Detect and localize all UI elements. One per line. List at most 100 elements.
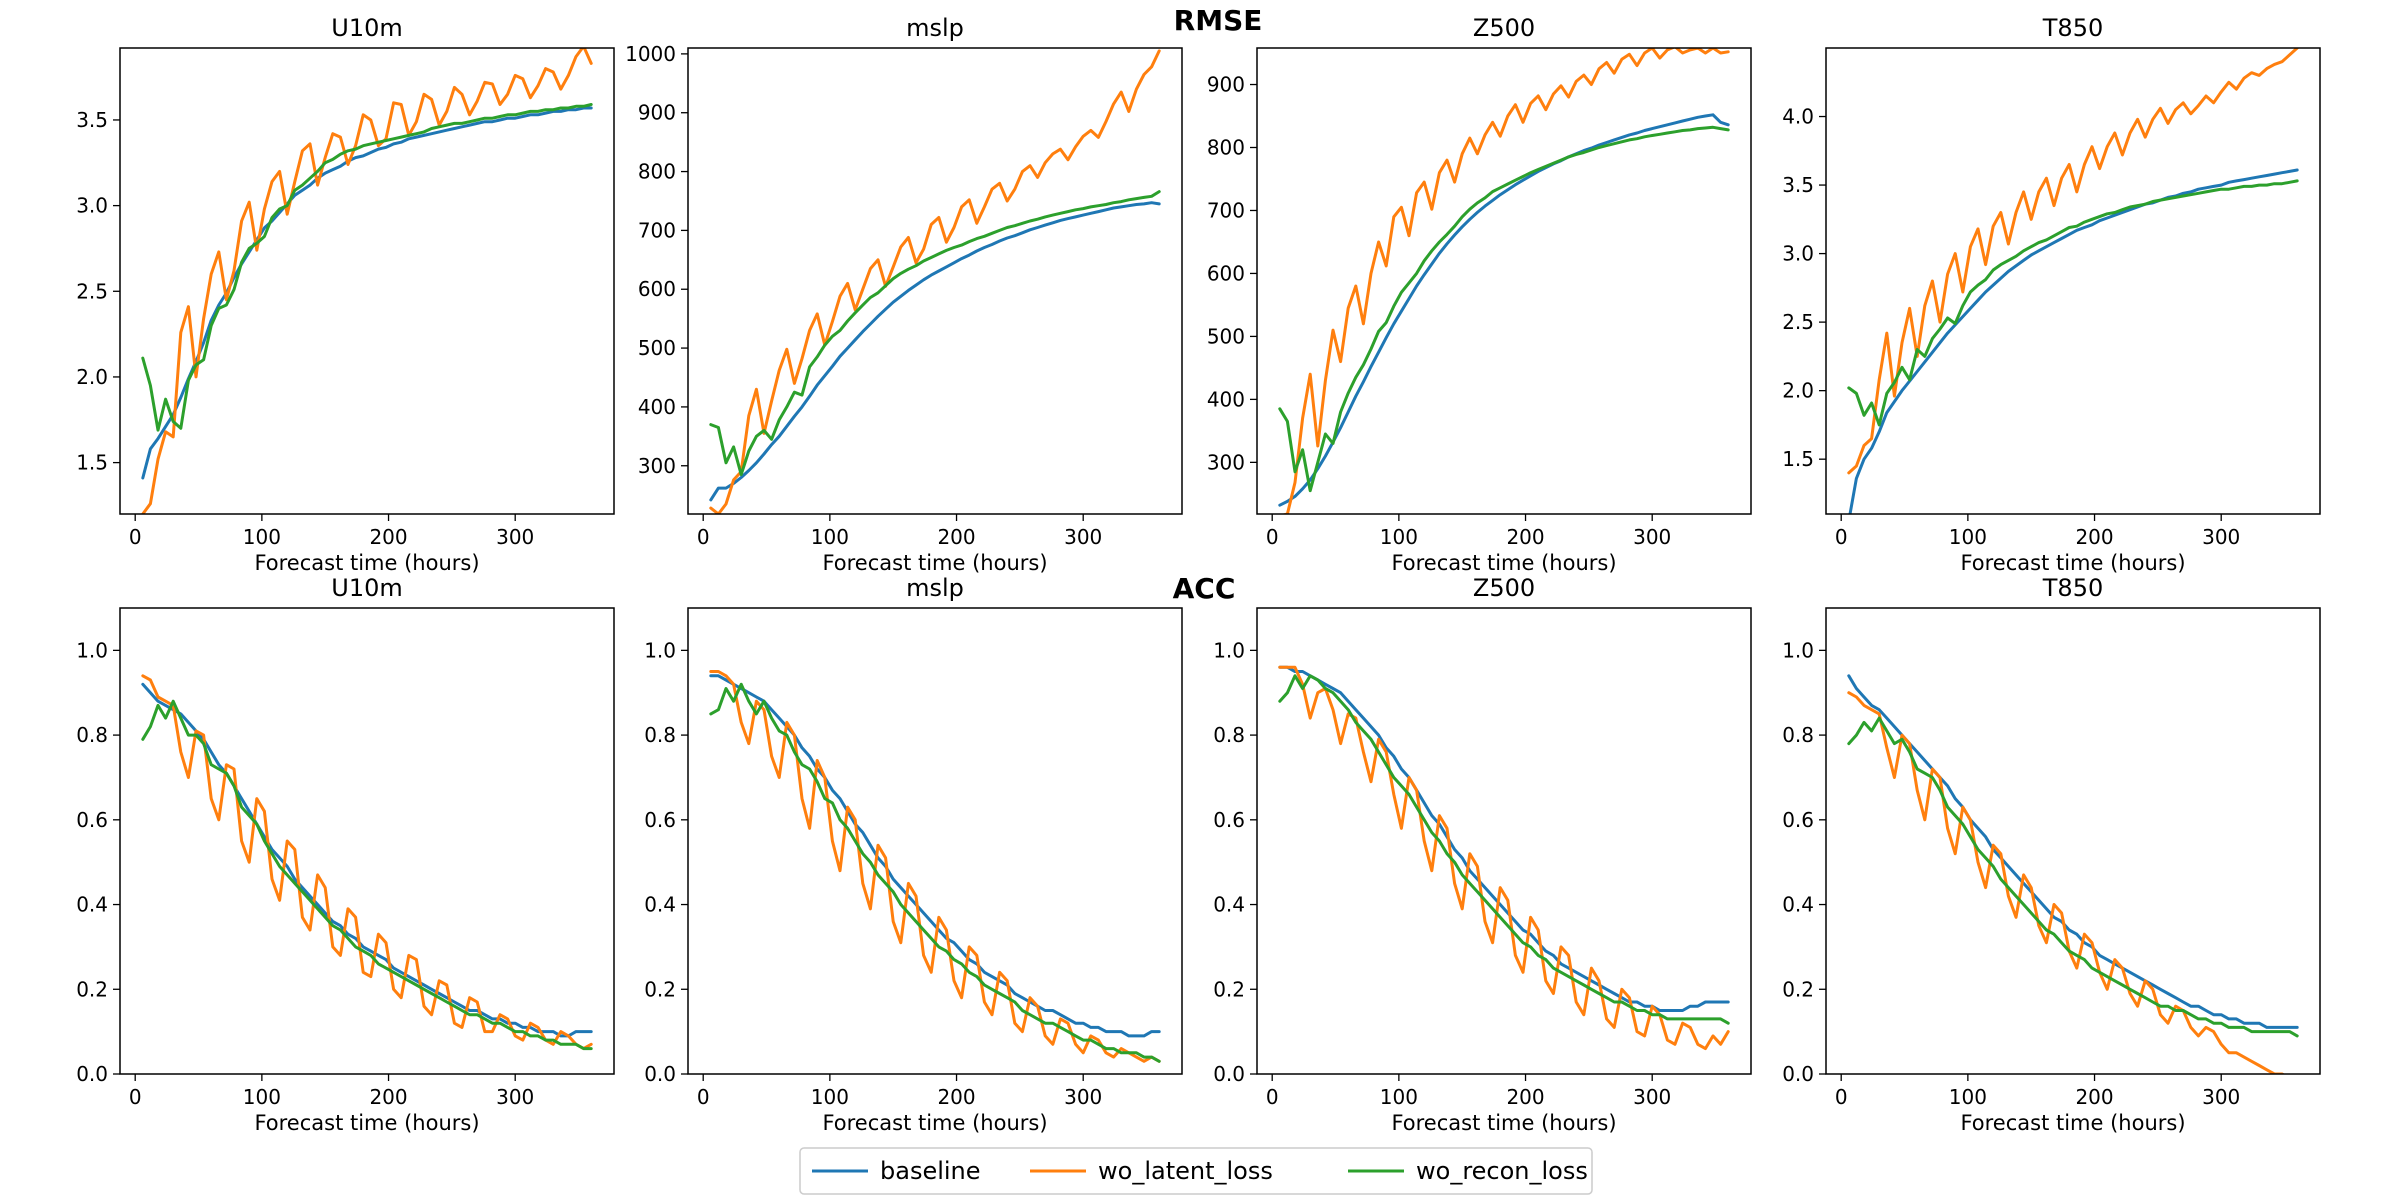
series-line-wo-recon-loss [141,699,593,1051]
y-tick-label: 2.5 [1782,310,1814,334]
panel-t850-rmse: T850 0 100 200 300 Forecast time (hours) 1.5 2.… [1782,14,2321,575]
y-tick-label: 900 [1207,73,1245,97]
row-title-acc: ACC [1173,572,1236,605]
y-tick-label: 1000 [625,42,676,66]
y-tick-label: 0.0 [76,1062,108,1086]
series-line-wo-recon-loss [709,190,1161,477]
series-line-baseline [141,682,593,1038]
y-tick-label: 900 [638,101,676,125]
panel-title: mslp [906,14,964,42]
x-tick-label: 0 [1835,1085,1848,1109]
y-tick-label: 700 [1207,198,1245,222]
x-tick-label: 100 [1949,1085,1987,1109]
legend-label-baseline: baseline [880,1157,981,1185]
axes-frame [687,607,1183,1075]
axes-frame [1825,607,2321,1075]
panel-z500-rmse: Z500 0 100 200 300 Forecast time (hours) 300 40… [1207,14,1752,575]
panel-mslp-acc: mslp 0 100 200 300 Forecast time (hours) 0.0 0.… [644,574,1183,1135]
y-tick-label: 1.0 [1782,638,1814,662]
x-tick-label: 0 [697,525,710,549]
y-tick-label: 1.5 [1782,447,1814,471]
y-tick-label: 0.6 [1782,808,1814,832]
x-tick-label: 0 [1266,1085,1279,1109]
panel-title: Z500 [1473,574,1535,602]
x-tick-label: 100 [1949,525,1987,549]
axes-frame [1256,607,1752,1075]
series-group [709,49,1161,514]
y-tick-label: 3.0 [1782,242,1814,266]
panel-title: T850 [2042,14,2103,42]
y-tick-label: 0.6 [76,808,108,832]
axes-frame [1256,47,1752,515]
y-tick-label: 0.2 [1213,977,1245,1001]
series-line-baseline [1847,674,2299,1029]
x-tick-label: 300 [1064,525,1102,549]
y-tick-label: 700 [638,218,676,242]
y-tick-label: 0.2 [76,977,108,1001]
axes-frame [119,607,615,1075]
y-tick-label: 0.8 [1213,723,1245,747]
x-tick-label: 0 [1835,525,1848,549]
x-tick-label: 100 [811,1085,849,1109]
legend: baseline wo_latent_loss wo_recon_loss [799,1147,1593,1195]
series-group [1278,665,1730,1051]
y-tick-label: 400 [638,395,676,419]
y-tick-label: 500 [1207,324,1245,348]
panel-u10m-acc: U10m 0 100 200 300 Forecast time (hours) 0.0 0.… [76,574,615,1135]
x-tick-label: 300 [496,1085,534,1109]
axes-frame [687,47,1183,515]
series-line-wo-recon-loss [1278,674,1730,1025]
x-tick-label: 0 [129,1085,142,1109]
series-group [1278,48,1730,514]
y-tick-label: 1.0 [76,638,108,662]
panel-title: mslp [906,574,964,602]
x-tick-label: 200 [369,1085,407,1109]
y-tick-label: 0.4 [644,893,676,917]
x-tick-label: 0 [129,525,142,549]
x-tick-label: 200 [1506,1085,1544,1109]
series-line-wo-recon-loss [1847,716,2299,1038]
y-tick-label: 0.6 [644,808,676,832]
series-line-wo-latent-loss [709,49,1161,514]
y-tick-label: 3.0 [76,194,108,218]
series-line-wo-latent-loss [1847,691,2286,1074]
series-group [141,48,593,514]
y-tick-label: 0.8 [1782,723,1814,747]
panel-u10m-rmse: U10m 0 100 200 300 Forecast time (hours) 1.5 2.… [76,14,615,575]
x-tick-label: 100 [1380,1085,1418,1109]
panels: U10m 0 100 200 300 Forecast time (hours) 1.5 2.… [76,14,2321,1135]
x-axis-label: Forecast time (hours) [1391,1111,1616,1135]
series-line-baseline [1848,168,2299,514]
axes-frame [119,47,615,515]
y-tick-label: 0.2 [1782,977,1814,1001]
series-line-wo-recon-loss [1278,125,1730,493]
x-tick-label: 100 [811,525,849,549]
y-tick-label: 1.5 [76,451,108,475]
legend-frame [799,1147,1593,1195]
x-axis-label: Forecast time (hours) [1391,551,1616,575]
x-tick-label: 300 [1633,1085,1671,1109]
series-line-wo-recon-loss [141,103,593,432]
series-line-wo-recon-loss [1847,179,2299,427]
y-tick-label: 0.8 [76,723,108,747]
y-tick-label: 0.0 [644,1062,676,1086]
y-tick-label: 0.4 [76,893,108,917]
x-axis-label: Forecast time (hours) [1960,1111,2185,1135]
series-group [141,674,593,1051]
y-tick-label: 0.4 [1782,893,1814,917]
y-tick-label: 300 [1207,450,1245,474]
x-axis-label: Forecast time (hours) [254,551,479,575]
series-line-wo-latent-loss [141,674,593,1051]
y-tick-label: 300 [638,454,676,478]
x-tick-label: 0 [1266,525,1279,549]
series-line-baseline [141,106,593,480]
x-tick-label: 200 [2075,1085,2113,1109]
x-tick-label: 200 [937,525,975,549]
y-tick-label: 2.0 [1782,379,1814,403]
y-tick-label: 4.0 [1782,105,1814,129]
series-line-wo-recon-loss [709,682,1161,1063]
series-line-wo-latent-loss [141,48,593,514]
x-axis-label: Forecast time (hours) [822,1111,1047,1135]
x-axis-label: Forecast time (hours) [1960,551,2185,575]
panel-title: T850 [2042,574,2103,602]
